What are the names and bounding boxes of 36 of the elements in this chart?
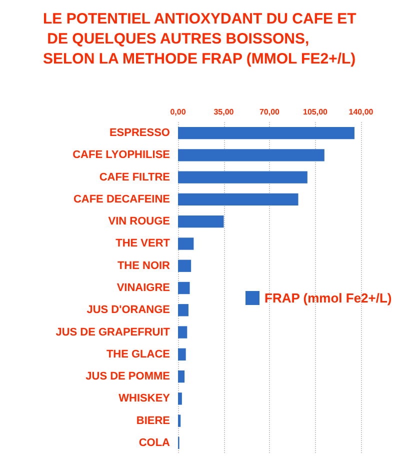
bar xyxy=(178,193,298,206)
y-tick-label: CAFE DECAFEINE xyxy=(73,193,170,206)
y-tick-label: THE NOIR xyxy=(117,260,170,272)
x-tick-label: 105,00 xyxy=(303,108,328,116)
x-tick-label: 140,00 xyxy=(348,108,374,116)
y-tick-label: THE VERT xyxy=(116,238,170,250)
x-tick-label: 0,00 xyxy=(170,108,186,116)
y-tick-label: CAFE LYOPHILISE xyxy=(72,149,170,162)
y-tick-label: COLA xyxy=(138,436,170,449)
bar xyxy=(178,260,192,272)
bar xyxy=(178,348,186,360)
bar xyxy=(178,282,190,294)
y-tick-label: VINAIGRE xyxy=(116,282,170,294)
y-tick-label: BIERE xyxy=(136,414,170,427)
legend-label: FRAP (mmol Fe2+/L) xyxy=(264,290,392,306)
y-tick-label: JUS DE GRAPEFRUIT xyxy=(56,326,170,338)
chart-title: LE POTENTIEL ANTIOXYDANT DU CAFE ET DE QUELQUES AUTRES BOISSONS, SELON LA METHODE FRAP (MMOL FE2+/L) xyxy=(43,10,356,68)
bar xyxy=(178,126,354,140)
y-tick-label: THE GLACE xyxy=(106,348,170,360)
x-tick-label: 35,00 xyxy=(214,108,234,116)
bar xyxy=(178,414,181,427)
bar xyxy=(178,171,308,184)
bar xyxy=(178,370,185,383)
y-tick-label: JUS D'ORANGE xyxy=(86,304,170,316)
y-tick-label: ESPRESSO xyxy=(109,127,170,140)
bar xyxy=(178,304,188,316)
bar xyxy=(178,238,194,250)
y-tick-label: JUS DE POMME xyxy=(86,370,170,383)
bar xyxy=(178,149,324,162)
bar xyxy=(178,392,182,405)
y-tick-label: WHISKEY xyxy=(118,392,171,405)
y-tick-label: CAFE FILTRE xyxy=(99,171,170,184)
y-tick-label: VIN ROUGE xyxy=(108,216,170,228)
bar xyxy=(178,326,188,338)
x-tick-label: 70,00 xyxy=(259,108,280,116)
bar xyxy=(178,216,224,228)
